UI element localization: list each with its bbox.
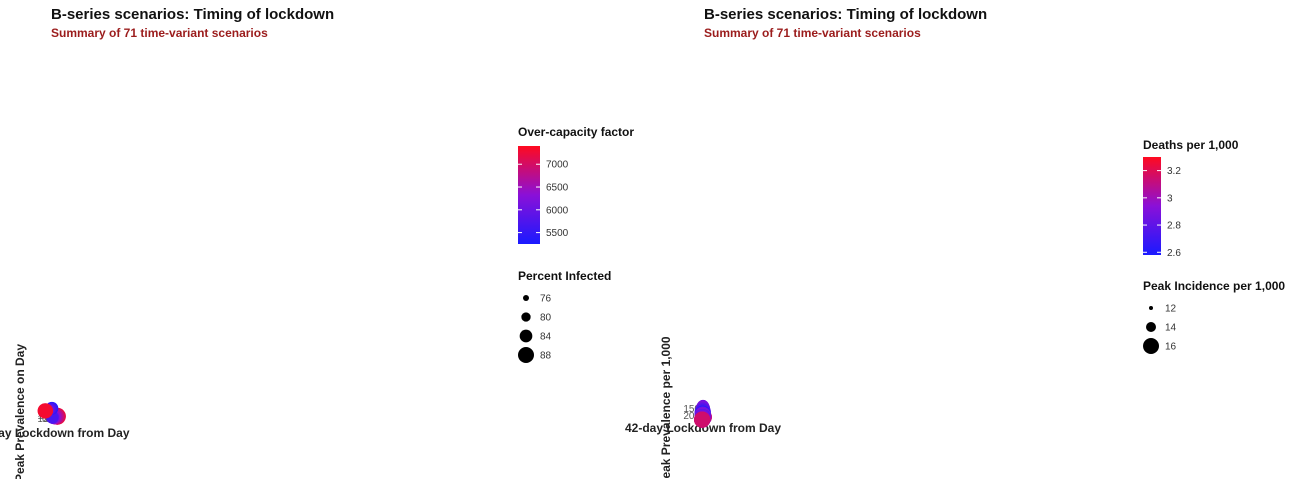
y-tick-label: 150 [683,404,700,415]
size-legend-label: 76 [540,294,552,305]
size-legend-label: 16 [1165,342,1177,353]
size-legend-title: Percent Infected [518,269,611,283]
color-legend-label: 5500 [546,228,569,239]
color-legend-label: 3.2 [1167,166,1181,177]
chart-panel-right: B-series scenarios: Timing of lockdown S… [625,0,1293,479]
color-legend-title: Deaths per 1,000 [1143,138,1239,152]
y-axis-label: Peak Prevalence per 1,000 [659,336,673,479]
size-legend-label: 84 [540,332,552,343]
chart-title: B-series scenarios: Timing of lockdown [704,6,988,23]
color-bar [518,146,540,244]
data-points [37,401,66,425]
size-legend-key [523,295,529,301]
color-legend-title: Over-capacity factor [518,125,634,139]
color-legend-label: 6000 [546,205,569,216]
x-axis-label: 42-day Lockdown from Day [625,421,781,435]
color-legend-label: 6500 [546,183,569,194]
scatter-plot-right: 020406015020042-day Lockdown from DayPea… [625,138,1285,479]
chart-panel-left: B-series scenarios: Timing of lockdown S… [0,0,646,479]
size-legend-key [518,347,534,363]
size-legend-key [1143,338,1159,354]
size-legend-key [519,329,533,343]
size-legend-label: 12 [1165,304,1177,315]
y-axis-label: Peak Prevalence on Day [13,344,27,479]
size-legend-label: 88 [540,351,552,362]
color-legend-label: 2.6 [1167,248,1181,259]
y-tick-label: 200 [683,411,700,422]
size-legend-key [521,312,531,322]
data-point [37,403,53,419]
color-bar [1143,157,1161,255]
color-legend-label: 7000 [546,160,569,171]
chart-subtitle: Summary of 71 time-variant scenarios [51,26,268,40]
data-point [694,411,711,428]
size-legend-label: 80 [540,313,552,324]
scatter-plot-left: 0204060507510012542-day Lockdown from Da… [0,125,634,479]
color-legend-label: 3 [1167,193,1173,204]
chart-title: B-series scenarios: Timing of lockdown [51,6,335,23]
color-legend-label: 2.8 [1167,221,1181,232]
x-axis-label: 42-day Lockdown from Day [0,426,130,440]
size-legend-title: Peak Incidence per 1,000 [1143,279,1285,293]
y-tick-label: 125 [37,414,54,425]
chart-subtitle: Summary of 71 time-variant scenarios [704,26,921,40]
size-legend-key [1149,306,1153,310]
data-points [694,399,712,428]
size-legend-label: 14 [1165,323,1177,334]
size-legend-key [1146,322,1156,332]
